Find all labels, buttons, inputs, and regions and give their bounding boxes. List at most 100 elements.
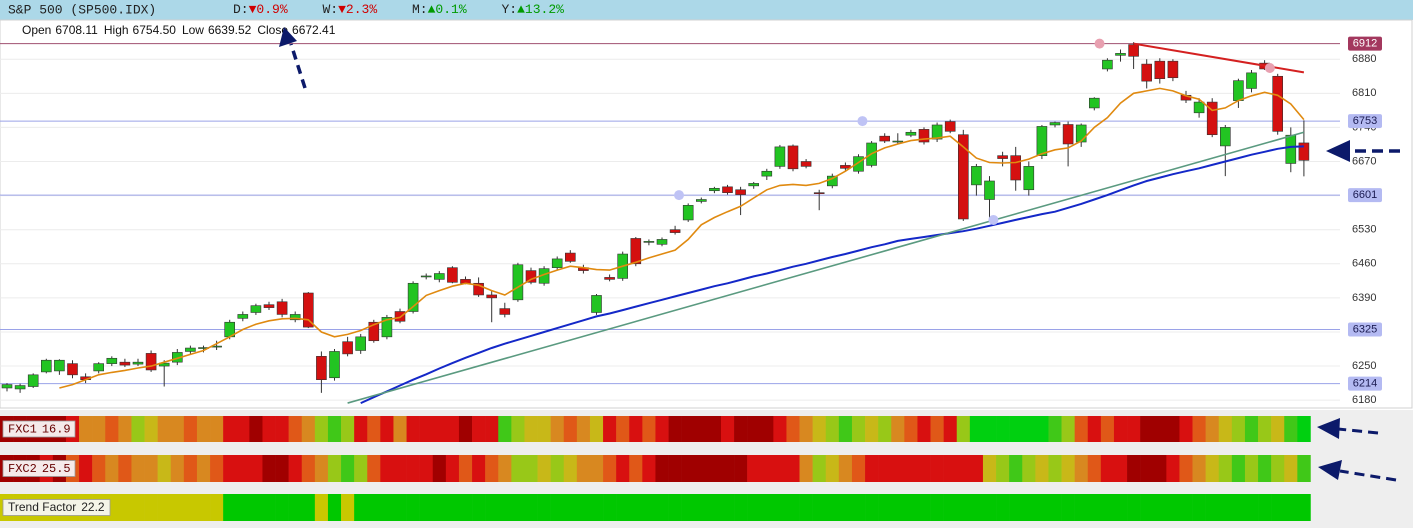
indicator-cell <box>629 494 643 521</box>
indicator-cell <box>1153 494 1167 521</box>
indicator-cell <box>1258 494 1272 521</box>
indicator-strip: FXC1 16.9 <box>0 416 1311 442</box>
indicator-cell <box>1192 455 1206 482</box>
indicator-cell <box>144 494 158 521</box>
candle-body <box>735 189 746 195</box>
change-name: D: <box>233 2 249 17</box>
candle-body <box>145 353 157 371</box>
indicator-cell <box>1009 494 1023 521</box>
indicator-cell <box>1127 416 1141 442</box>
candle-body <box>1285 134 1297 164</box>
candle-body <box>591 295 602 313</box>
candle-body <box>381 317 393 338</box>
indicator-cell <box>1244 455 1259 482</box>
ma-line <box>59 87 1305 389</box>
indicator-cell <box>498 455 512 482</box>
indicator-cell <box>1009 455 1023 482</box>
annotations <box>279 27 1400 482</box>
indicator-cell <box>878 455 892 482</box>
candle-body <box>1102 59 1113 70</box>
indicator-cell <box>341 494 355 521</box>
indicator-cell <box>262 455 276 482</box>
indicator-cell <box>1192 494 1206 521</box>
indicator-cell <box>747 455 761 482</box>
candle-body <box>276 301 288 315</box>
candle-body <box>1049 122 1061 126</box>
candle-body <box>840 165 851 169</box>
candle-body <box>643 241 655 243</box>
indicator-cell <box>485 416 499 442</box>
indicator-cell <box>668 416 682 442</box>
indicator-cell <box>1244 494 1259 521</box>
readout-value: 6708.11 <box>55 23 98 37</box>
indicator-cell <box>157 455 172 482</box>
indicator-cell <box>170 416 185 442</box>
candle-body <box>1 384 13 389</box>
indicator-cell <box>943 416 958 442</box>
candle-body <box>1298 142 1310 161</box>
indicator-cell <box>1140 455 1154 482</box>
y-tick-label: 6530 <box>1352 224 1376 236</box>
candle-body <box>158 362 170 367</box>
indicator-cell <box>301 455 316 482</box>
candle-body <box>722 186 733 193</box>
candle-body <box>748 183 760 187</box>
indicator-cell <box>445 416 460 442</box>
candle-body <box>1272 75 1283 132</box>
indicator-cell <box>1048 455 1062 482</box>
arrow-shaft <box>1339 469 1397 482</box>
indicator-cell <box>550 416 565 442</box>
candle-body <box>709 187 720 192</box>
indicator-cell <box>170 455 185 482</box>
change-name: W: <box>323 2 339 17</box>
indicator-cell <box>838 416 853 442</box>
indicator-cell <box>524 455 538 482</box>
candle-body <box>1141 63 1152 82</box>
indicator-cell <box>734 494 748 521</box>
indicator-cell <box>1258 416 1272 442</box>
candle-body <box>564 252 576 262</box>
candle-body <box>787 145 799 170</box>
indicator-cell <box>1035 416 1049 442</box>
candle-body <box>1233 80 1244 101</box>
indicator-cell <box>432 416 447 442</box>
indicator-cell <box>603 494 617 521</box>
arrow-head <box>1317 418 1340 439</box>
indicator-cell <box>341 455 355 482</box>
indicator-cell <box>799 455 813 482</box>
candle-body <box>1128 44 1139 57</box>
level-marker <box>857 116 868 127</box>
indicator-cell <box>196 494 211 521</box>
candle-body <box>1193 101 1205 114</box>
indicator-cell <box>1022 416 1036 442</box>
readout-value: 6672.41 <box>292 23 336 37</box>
indicator-cell <box>445 455 460 482</box>
ma-line <box>360 145 1304 405</box>
indicator-cell <box>930 494 944 521</box>
indicator-cell <box>773 494 787 521</box>
indicator-cell <box>1205 455 1220 482</box>
indicator-cell <box>694 455 709 482</box>
indicator-cell <box>1218 494 1233 521</box>
indicator-cell <box>720 416 735 442</box>
indicator-cell <box>1297 455 1311 482</box>
indicator-cell <box>668 494 682 521</box>
indicator-cell <box>537 455 551 482</box>
candle-body <box>525 270 537 283</box>
indicator-cell <box>1009 416 1023 442</box>
indicator-cell <box>734 455 748 482</box>
indicator-cell <box>210 455 224 482</box>
candle-body <box>420 275 432 278</box>
indicator-label-box <box>2 420 76 438</box>
indicator-label: FXC2 25.5 <box>8 462 71 476</box>
indicator-cell <box>878 416 892 442</box>
indicator-cell <box>786 455 800 482</box>
indicator-cell <box>786 494 800 521</box>
candle-body <box>40 359 52 373</box>
arrow-head <box>279 27 297 47</box>
indicator-cell <box>786 416 800 442</box>
indicator-cell <box>629 455 643 482</box>
indicator-cell <box>380 494 394 521</box>
candle-body <box>1220 127 1231 147</box>
candle-body <box>1062 124 1074 145</box>
